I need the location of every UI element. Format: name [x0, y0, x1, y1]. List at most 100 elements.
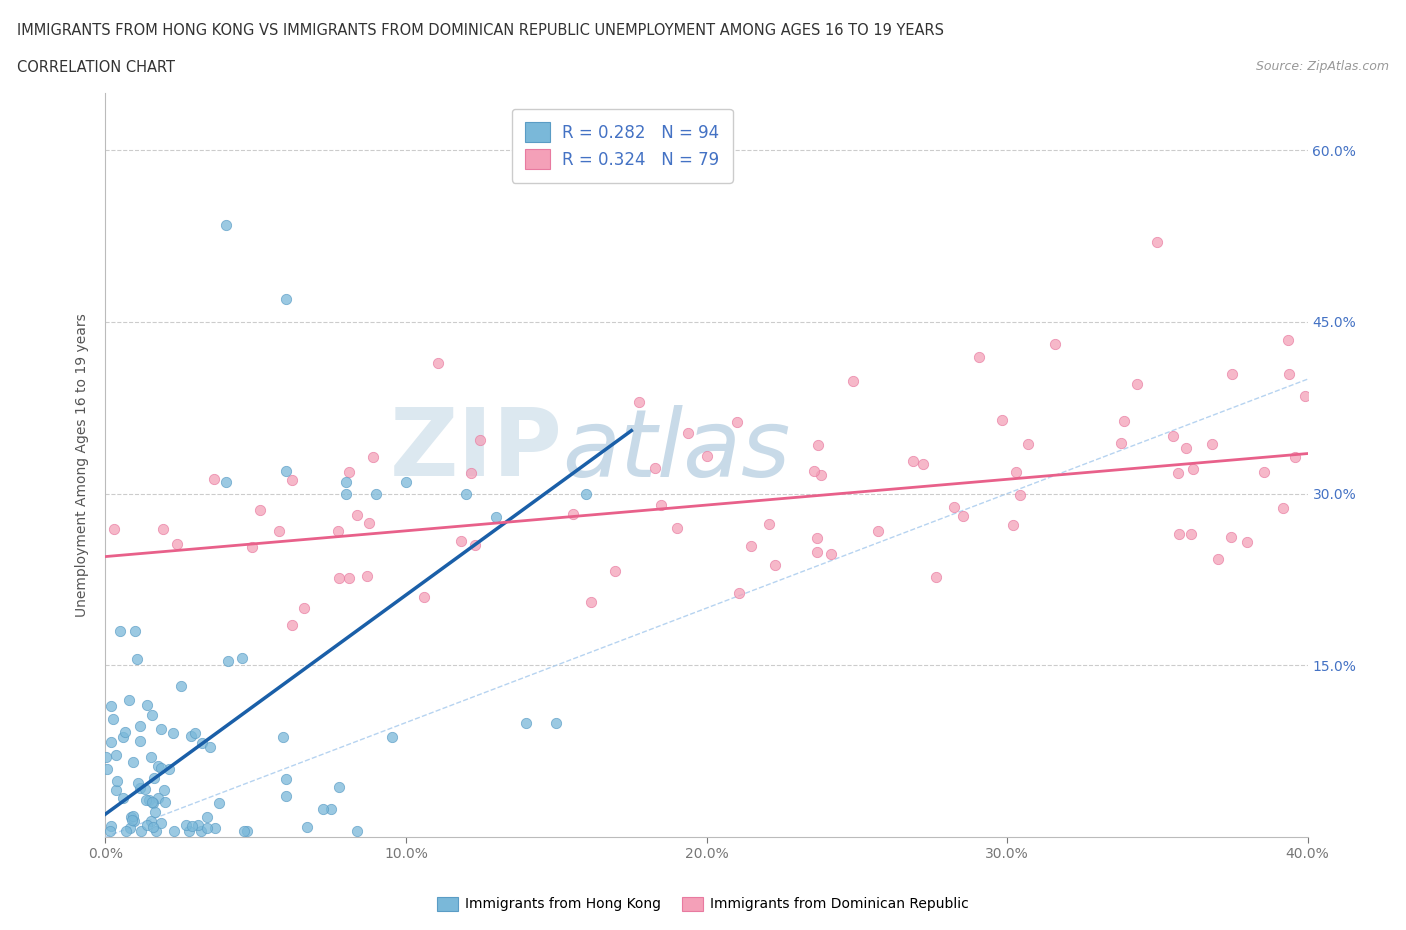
- Point: [170, 679, 193, 694]
- Point: [319, 802, 342, 817]
- Point: [281, 618, 304, 632]
- Point: [195, 820, 218, 835]
- Point: [1220, 366, 1243, 381]
- Point: [1206, 552, 1229, 567]
- Point: [346, 508, 368, 523]
- Point: [124, 623, 146, 638]
- Point: [395, 474, 418, 489]
- Point: [866, 524, 889, 538]
- Point: [214, 218, 236, 232]
- Point: [129, 734, 152, 749]
- Point: [96, 762, 118, 777]
- Point: [575, 486, 598, 501]
- Point: [125, 652, 148, 667]
- Point: [460, 466, 482, 481]
- Point: [1294, 389, 1316, 404]
- Point: [100, 735, 122, 750]
- Point: [114, 824, 136, 839]
- Point: [381, 729, 404, 744]
- Point: [1253, 465, 1275, 480]
- Point: [150, 816, 173, 830]
- Point: [1017, 436, 1039, 451]
- Point: [359, 515, 381, 530]
- Point: [335, 486, 357, 501]
- Point: [236, 824, 259, 839]
- Point: [1278, 366, 1301, 381]
- Point: [100, 818, 122, 833]
- Point: [118, 692, 141, 707]
- Point: [361, 449, 384, 464]
- Point: [177, 824, 200, 839]
- Point: [1146, 234, 1168, 249]
- Point: [122, 754, 145, 769]
- Point: [122, 813, 145, 828]
- Point: [208, 796, 231, 811]
- Point: [249, 502, 271, 517]
- Text: IMMIGRANTS FROM HONG KONG VS IMMIGRANTS FROM DOMINICAN REPUBLIC UNEMPLOYMENT AMO: IMMIGRANTS FROM HONG KONG VS IMMIGRANTS …: [17, 23, 943, 38]
- Point: [157, 762, 180, 777]
- Point: [1126, 377, 1149, 392]
- Point: [273, 729, 295, 744]
- Point: [118, 820, 141, 835]
- Point: [138, 792, 160, 807]
- Point: [464, 537, 486, 551]
- Point: [650, 498, 672, 512]
- Point: [142, 795, 165, 810]
- Point: [356, 569, 378, 584]
- Point: [1112, 414, 1135, 429]
- Point: [1201, 437, 1223, 452]
- Point: [145, 804, 167, 819]
- Point: [198, 739, 221, 754]
- Point: [114, 724, 136, 739]
- Point: [413, 589, 436, 604]
- Point: [142, 819, 165, 834]
- Point: [122, 809, 145, 824]
- Point: [143, 771, 166, 786]
- Point: [240, 539, 263, 554]
- Point: [150, 721, 173, 736]
- Point: [110, 623, 132, 638]
- Point: [942, 499, 965, 514]
- Point: [139, 814, 162, 829]
- Point: [174, 817, 197, 832]
- Point: [146, 790, 169, 805]
- Point: [911, 457, 934, 472]
- Point: [184, 725, 207, 740]
- Point: [217, 654, 239, 669]
- Point: [1043, 337, 1066, 352]
- Point: [105, 748, 128, 763]
- Point: [141, 707, 163, 722]
- Text: atlas: atlas: [562, 405, 790, 496]
- Point: [665, 521, 688, 536]
- Point: [312, 802, 335, 817]
- Point: [820, 547, 842, 562]
- Point: [120, 809, 142, 824]
- Point: [901, 454, 924, 469]
- Point: [470, 433, 492, 448]
- Point: [292, 601, 315, 616]
- Y-axis label: Unemployment Among Ages 16 to 19 years: Unemployment Among Ages 16 to 19 years: [76, 313, 90, 617]
- Point: [806, 545, 828, 560]
- Point: [105, 783, 128, 798]
- Point: [763, 558, 786, 573]
- Point: [112, 729, 135, 744]
- Point: [150, 761, 173, 776]
- Point: [603, 564, 626, 578]
- Point: [166, 536, 188, 551]
- Point: [180, 818, 202, 833]
- Point: [281, 472, 304, 487]
- Text: Source: ZipAtlas.com: Source: ZipAtlas.com: [1256, 60, 1389, 73]
- Legend: R = 0.282   N = 94, R = 0.324   N = 79: R = 0.282 N = 94, R = 0.324 N = 79: [512, 109, 733, 183]
- Point: [1168, 527, 1191, 542]
- Point: [1008, 487, 1031, 502]
- Point: [1004, 465, 1026, 480]
- Point: [134, 782, 156, 797]
- Point: [187, 818, 209, 833]
- Text: ZIP: ZIP: [389, 405, 562, 496]
- Point: [128, 719, 150, 734]
- Text: CORRELATION CHART: CORRELATION CHART: [17, 60, 174, 75]
- Point: [337, 465, 360, 480]
- Point: [807, 437, 830, 452]
- Point: [696, 448, 718, 463]
- Point: [180, 728, 202, 743]
